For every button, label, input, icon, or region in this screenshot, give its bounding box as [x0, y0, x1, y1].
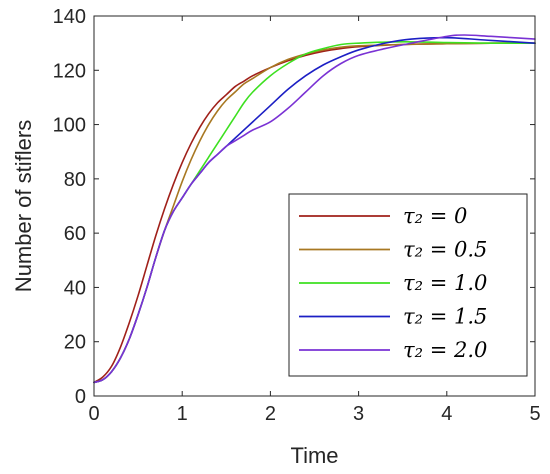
x-tick-label: 5 [529, 403, 540, 425]
y-tick-label: 60 [64, 223, 86, 245]
x-tick-label: 4 [441, 403, 452, 425]
legend-label-4: τ₂ = 1.5 [403, 305, 487, 329]
series-layer [93, 34, 536, 384]
x-tick-label: 0 [88, 403, 99, 425]
series-line-1 [93, 42, 536, 384]
y-tick-label: 120 [53, 60, 86, 82]
legend: τ₂ = 0 τ₂ = 0.5 τ₂ = 1.0 τ₂ = 1.5 τ₂ = 2.0 [288, 193, 528, 377]
legend-label-1: τ₂ = 0 [403, 204, 467, 228]
y-tick-label: 140 [53, 6, 86, 28]
series-line-5 [93, 34, 536, 384]
y-tick-label: 100 [53, 115, 86, 137]
x-tick-label: 1 [177, 403, 188, 425]
x-tick-label: 2 [265, 403, 276, 425]
x-axis-label: Time [290, 443, 338, 468]
y-tick-label: 20 [64, 332, 86, 354]
tick-marks [93, 15, 536, 397]
y-axis-label: Number of stiflers [11, 120, 36, 292]
axes-box [93, 15, 536, 397]
legend-label-5: τ₂ = 2.0 [403, 338, 487, 362]
legend-label-2: τ₂ = 0.5 [403, 238, 487, 262]
y-tick-label: 40 [64, 277, 86, 299]
y-tick-label: 0 [75, 386, 86, 408]
axes [93, 15, 536, 397]
legend-box [288, 193, 528, 377]
tick-labels: 0 1 2 3 4 5 0 20 40 60 80 100 120 140 [53, 6, 541, 425]
legend-label-3: τ₂ = 1.0 [403, 271, 487, 295]
y-tick-label: 80 [64, 169, 86, 191]
x-tick-label: 3 [353, 403, 364, 425]
